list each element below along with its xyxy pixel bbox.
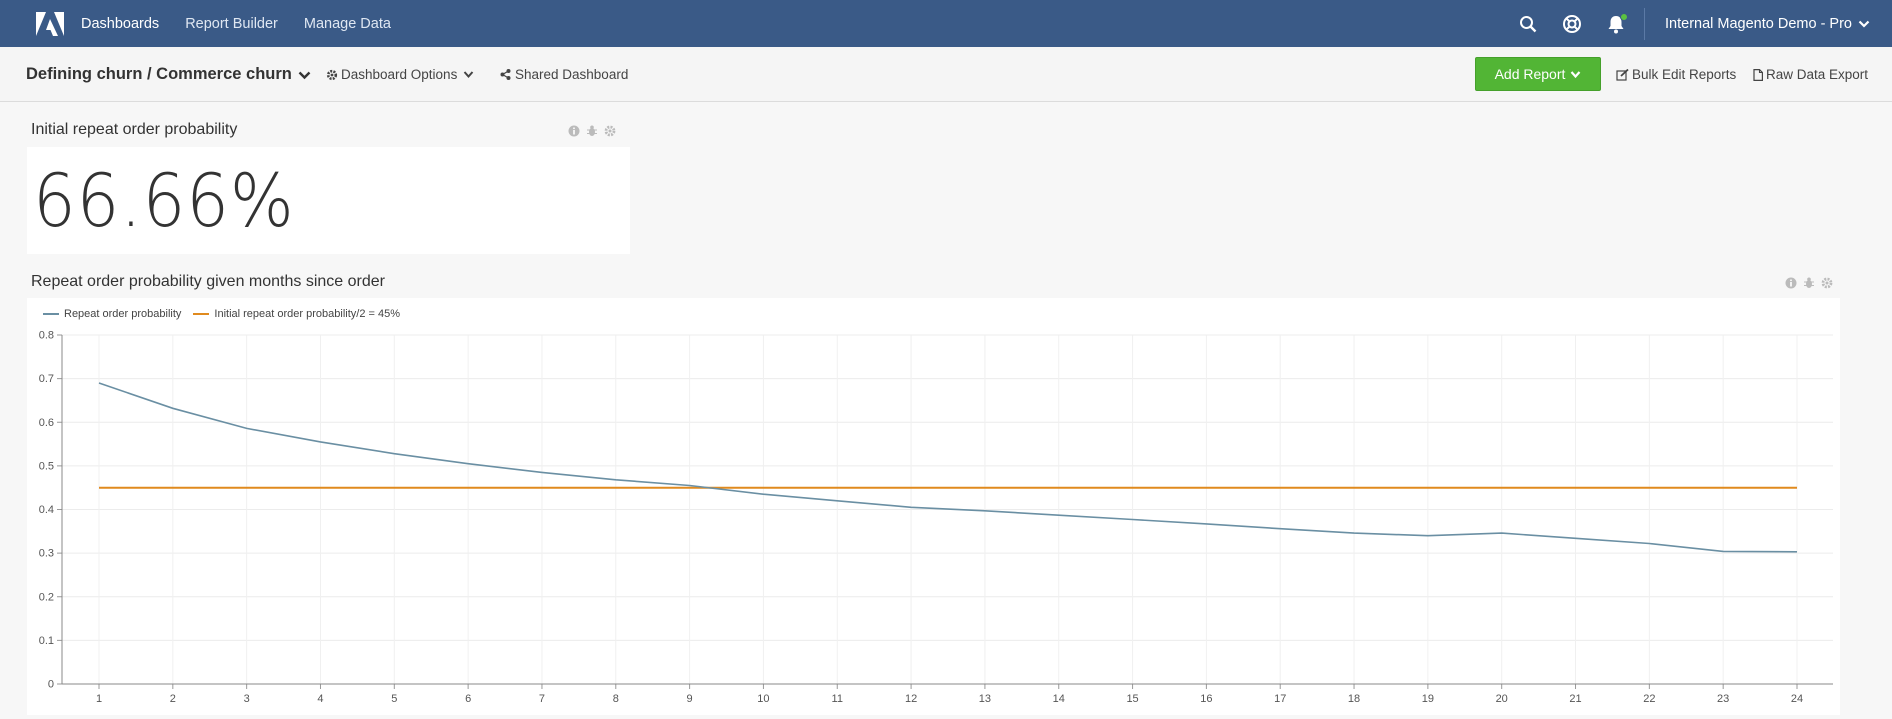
chevron-down-icon [464,71,474,79]
raw-data-export-button[interactable]: Raw Data Export [1753,67,1868,82]
legend-label: Initial repeat order probability/2 = 45% [214,308,400,320]
add-report-label: Add Report [1494,66,1566,82]
y-tick-label: 0.7 [39,373,54,385]
x-tick-label: 10 [757,693,769,705]
shared-dashboard-label: Shared Dashboard [515,67,629,82]
x-tick-label: 1 [96,693,102,705]
x-tick-label: 9 [687,693,693,705]
nav-dashboards[interactable]: Dashboards [81,15,160,32]
x-tick-label: 8 [613,693,619,705]
bulk-edit-reports-label: Bulk Edit Reports [1632,67,1737,82]
share-icon [500,69,511,80]
y-tick-label: 0.5 [39,460,54,472]
dashboard-title: Defining churn / Commerce churn [26,65,292,83]
x-tick-label: 5 [391,693,397,705]
legend-item-repeat[interactable]: Repeat order probability [43,308,181,320]
add-report-button[interactable]: Add Report [1475,57,1601,91]
x-tick-label: 12 [905,693,917,705]
x-tick-label: 7 [539,693,545,705]
dashboard-header: Defining churn / Commerce churn Dashboar… [0,47,1892,102]
legend-swatch [193,313,210,315]
series-line-repeat-order-probability[interactable] [98,382,1798,553]
x-tick-label: 19 [1422,693,1434,705]
chart-title: Repeat order probability given months si… [31,273,385,290]
kpi-card: 66.66% [27,147,630,254]
chart-legend: Repeat order probability Initial repeat … [43,308,412,320]
y-tick-label: 0.8 [39,330,54,342]
x-tick-label: 23 [1717,693,1729,705]
chevron-down-icon [1858,20,1870,28]
y-tick-label: 0 [48,679,54,691]
y-tick-label: 0.2 [39,591,54,603]
y-tick-label: 0.4 [39,504,54,516]
info-icon[interactable] [568,125,580,137]
gear-icon [326,69,338,80]
kpi-card-tools [562,125,616,137]
y-tick-label: 0.6 [39,417,54,429]
kpi-value: 66.66% [33,159,295,244]
account-name: Internal Magento Demo - Pro [1665,15,1852,32]
shared-dashboard-button[interactable]: Shared Dashboard [500,67,628,82]
x-tick-label: 11 [832,693,843,705]
x-tick-label: 21 [1569,693,1581,705]
legend-item-threshold[interactable]: Initial repeat order probability/2 = 45% [193,308,400,320]
chevron-down-icon [1571,70,1581,78]
account-menu[interactable]: Internal Magento Demo - Pro [1665,16,1870,32]
x-tick-label: 22 [1643,693,1655,705]
main-nav: Dashboards Report Builder Manage Data [81,0,417,47]
y-tick-label: 0.3 [39,548,54,560]
x-tick-label: 17 [1274,693,1286,705]
x-tick-label: 4 [317,693,323,705]
raw-data-export-label: Raw Data Export [1766,67,1869,82]
nav-right: Internal Magento Demo - Pro [1502,0,1892,47]
info-icon[interactable] [1785,277,1797,289]
edit-icon [1616,68,1629,81]
chevron-down-icon [298,71,311,79]
bulk-edit-reports-button[interactable]: Bulk Edit Reports [1616,67,1736,82]
help-icon[interactable] [1562,14,1582,34]
chart-card: Repeat order probability Initial repeat … [27,298,1840,715]
adobe-logo-icon[interactable] [36,12,64,36]
nav-report-builder[interactable]: Report Builder [185,15,278,32]
chart-card-tools [1779,277,1833,289]
gear-icon[interactable] [604,125,616,137]
dashboard-options-button[interactable]: Dashboard Options [326,67,474,82]
legend-label: Repeat order probability [64,308,182,320]
x-tick-label: 15 [1126,693,1138,705]
x-tick-label: 14 [1053,693,1065,705]
line-chart: 00.10.20.30.40.50.60.70.81 2 3 4 5 6 7 8 9 10 11 12… [39,330,1833,705]
x-tick-label: 13 [979,693,991,705]
file-icon [1753,68,1763,81]
x-tick-label: 20 [1496,693,1508,705]
nav-manage-data[interactable]: Manage Data [303,15,391,32]
y-tick-label: 0.1 [39,635,54,647]
gear-icon[interactable] [1821,277,1833,289]
bug-icon[interactable] [1803,277,1815,289]
x-tick-label: 24 [1791,693,1803,705]
bug-icon[interactable] [586,125,598,137]
kpi-title: Initial repeat order probability [31,121,238,138]
x-tick-label: 3 [244,693,250,705]
x-tick-label: 2 [170,693,176,705]
nav-divider [1644,7,1646,40]
x-tick-label: 6 [465,693,471,705]
x-tick-label: 16 [1200,693,1212,705]
search-icon[interactable] [1518,14,1538,34]
x-tick-label: 18 [1348,693,1360,705]
notifications-icon[interactable] [1606,12,1629,34]
dashboard-options-label: Dashboard Options [341,67,458,82]
dashboard-title-dropdown[interactable]: Defining churn / Commerce churn [26,65,311,84]
top-nav: Dashboards Report Builder Manage Data In… [0,0,1892,47]
notification-badge [1620,12,1629,21]
legend-swatch [43,313,59,315]
